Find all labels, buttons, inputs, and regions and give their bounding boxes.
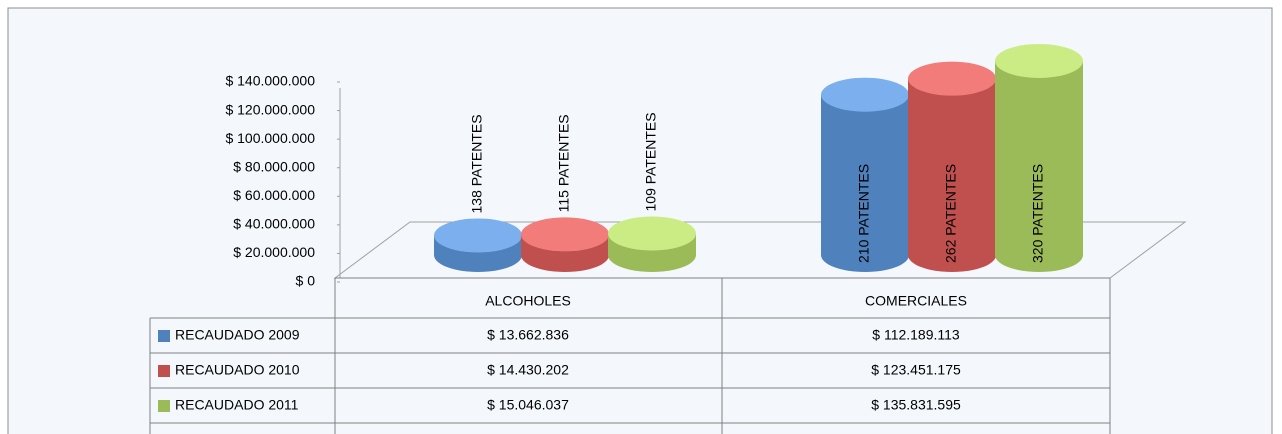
cylinder-top [995, 43, 1083, 78]
table-value: $ 135.831.595 [871, 397, 961, 413]
y-tick-label: $ 120.000.000 [225, 101, 315, 117]
category-label: COMERCIALES [865, 293, 967, 309]
table-value: $ 123.451.175 [871, 362, 961, 378]
legend-label: RECAUDADO 2009 [175, 327, 300, 343]
cylinder [521, 217, 609, 272]
legend-swatch [158, 330, 170, 342]
data-label: 262 PATENTES [943, 164, 959, 263]
cylinder-side [908, 78, 996, 273]
legend-label: RECAUDADO 2010 [175, 362, 300, 378]
cylinder [821, 77, 909, 273]
cylinder [608, 216, 696, 272]
y-tick-label: $ 100.000.000 [225, 130, 315, 146]
cylinder [434, 218, 522, 272]
y-tick-label: $ 40.000.000 [233, 216, 315, 232]
cylinder [995, 43, 1083, 272]
y-tick-label: $ 0 [296, 273, 316, 289]
data-table [149, 278, 1111, 434]
y-tick-label: $ 60.000.000 [233, 187, 315, 203]
data-label: 109 PATENTES [643, 112, 659, 211]
category-label: ALCOHOLES [485, 293, 571, 309]
table-value: $ 13.662.836 [487, 327, 569, 343]
cylinder [908, 61, 996, 273]
table-value: $ 112.189.113 [872, 327, 960, 343]
cylinder-top [608, 216, 696, 251]
y-tick-label: $ 140.000.000 [225, 73, 315, 89]
y-tick-label: $ 20.000.000 [233, 244, 315, 260]
table-value: $ 14.430.202 [487, 362, 569, 378]
cylinder-top [521, 217, 609, 252]
y-tick-label: $ 80.000.000 [233, 158, 315, 174]
data-label: 320 PATENTES [1030, 164, 1046, 263]
cylinder-side [821, 94, 909, 273]
data-label: 115 PATENTES [556, 114, 572, 212]
data-label: 138 PATENTES [469, 114, 485, 213]
data-label: 210 PATENTES [856, 164, 872, 263]
cylinder-side [995, 60, 1083, 272]
cylinder-top [908, 61, 996, 96]
cylinder-top [434, 218, 522, 253]
legend-swatch [158, 400, 170, 412]
cylinder-top [821, 77, 909, 112]
legend-swatch [158, 365, 170, 377]
legend-label: RECAUDADO 2011 [175, 397, 299, 413]
table-value: $ 15.046.037 [487, 397, 569, 413]
